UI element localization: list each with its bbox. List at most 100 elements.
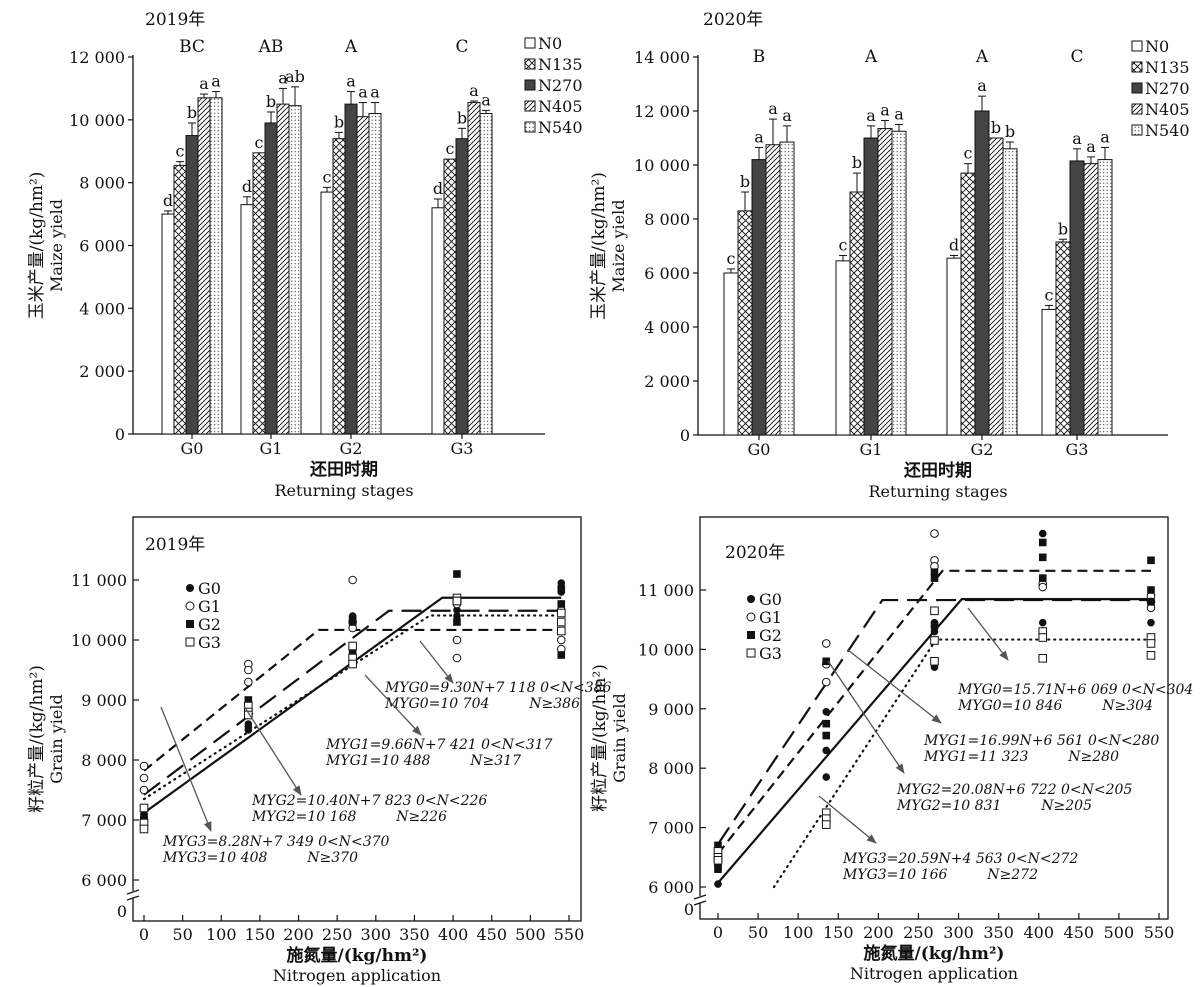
fit-equation-plateau: MYG3=10 408: [162, 850, 267, 866]
bar-N540: [779, 141, 795, 436]
fit-equation: MYG0=15.71N+6 069 0<N<304: [957, 682, 1193, 698]
y-axis-title-en: Grain yield: [47, 694, 66, 783]
data-point-G1: [452, 653, 462, 663]
bar-significance-letter: c: [964, 144, 973, 163]
x-tick-label: 400: [438, 925, 469, 944]
data-point-G1: [1038, 582, 1048, 592]
bar-N405: [467, 102, 481, 435]
bar-significance-letter: a: [1100, 127, 1110, 146]
data-point-G3: [556, 608, 566, 618]
fit-equation-plateau: MYG2=10 831: [896, 798, 1001, 814]
y-tick-label: 8 000: [644, 210, 690, 229]
fit-line-G1: [143, 609, 562, 796]
data-point-G3: [452, 596, 462, 606]
data-point-G2: [1038, 538, 1047, 547]
legend-swatch-N0: [524, 37, 536, 49]
data-point-G1: [821, 677, 831, 687]
y-tick-label: 0: [684, 900, 694, 919]
legend-label: N270: [538, 76, 583, 95]
axis-break-mark: [693, 900, 707, 906]
data-point-G0: [930, 627, 939, 636]
x-tick-label: G3: [1066, 440, 1089, 459]
y-tick-label: 10 000: [71, 631, 127, 650]
bar-significance-letter: d: [242, 177, 252, 196]
data-point-G3: [556, 617, 566, 627]
bar-significance-letter: c: [446, 139, 455, 158]
group-significance-letter: C: [1070, 47, 1083, 67]
y-axis-title-en: Grain yield: [610, 693, 629, 782]
fit-equation-plateau: MYG0=10 704: [384, 696, 489, 712]
data-point-G1: [348, 575, 357, 585]
equation-arrow: [967, 607, 1009, 661]
fit-equation-condition: N≥317: [469, 753, 521, 769]
fit-equation: MYG2=10.40N+7 823 0<N<226: [251, 793, 487, 809]
data-point-G0: [1147, 618, 1155, 627]
y-tick-label: 8 000: [79, 174, 125, 193]
bar-N0: [835, 260, 851, 436]
legend-marker-G0: [186, 584, 194, 592]
fit-equation-plateau: MYG1=11 323: [923, 749, 1028, 765]
bar-N405: [356, 116, 370, 435]
data-point-G3: [1038, 654, 1048, 663]
fit-equation: MYG1=16.99N+6 561 0<N<280: [923, 733, 1159, 749]
bar-significance-letter: b: [852, 153, 862, 172]
bar-significance-letter: b: [187, 103, 197, 122]
data-point-G2: [1147, 556, 1155, 565]
bar-N405: [276, 103, 290, 435]
data-point-G3: [348, 659, 357, 669]
bar-N270: [751, 159, 767, 436]
data-point-G2: [1147, 586, 1155, 594]
scatter-chart-2019: 2019年 6 000 7 000 8 000 9 000 10 000 11 000 00 5…: [27, 516, 612, 985]
data-point-G3: [1146, 639, 1156, 648]
data-point-G0: [714, 880, 722, 888]
x-tick-label: 300: [361, 925, 392, 944]
fit-equation-condition: N≥386: [528, 696, 580, 712]
legend-marker-G1: [185, 601, 195, 611]
legend-label: G1: [759, 608, 782, 627]
fit-equation-condition: N≥304: [1101, 698, 1153, 714]
bar-significance-letter: b: [740, 172, 750, 191]
bar-N540: [209, 97, 223, 435]
x-tick-label: G1: [260, 439, 283, 458]
bar-significance-letter: a: [1072, 129, 1082, 148]
data-point-G3: [930, 656, 939, 666]
fit-equation-plateau: MYG2=10 168: [251, 809, 356, 825]
legend-swatch-N270: [524, 79, 536, 91]
y-tick-label: 12 000: [69, 48, 125, 67]
data-point-G2: [822, 731, 831, 740]
y-tick-label: 6 000: [644, 264, 690, 283]
bar-N0: [946, 257, 962, 436]
data-point-G2: [930, 621, 939, 630]
bar-N405: [197, 97, 211, 435]
data-point-G1: [930, 529, 939, 538]
bar-significance-letter: b: [1005, 122, 1015, 141]
x-tick-label: G2: [340, 439, 363, 458]
fit-line-G0: [143, 596, 562, 814]
bar-significance-letter: b: [1058, 219, 1068, 238]
x-axis-title-cn: 还田时期: [903, 461, 972, 481]
y-tick-label: 8 000: [81, 751, 127, 770]
y-tick-label: 2 000: [79, 362, 125, 381]
x-tick-label: 0: [139, 925, 149, 944]
bar-chart-2019: 2019年 0 2 000 4 000 6 000 8 000 10 000 12 000 玉米…: [27, 10, 583, 500]
y-tick-label: 12 000: [634, 102, 690, 121]
legend-label: G3: [759, 644, 782, 663]
y-tick-label: 4 000: [644, 318, 690, 337]
fit-equation-condition: N≥370: [306, 850, 358, 866]
y-tick-label: 7 000: [81, 811, 127, 830]
data-point-G1: [244, 677, 253, 687]
bar-significance-letter: a: [782, 106, 792, 125]
bar-significance-letter: a: [370, 83, 380, 102]
legend-label: G0: [198, 579, 221, 598]
y-tick-label: 7 000: [648, 819, 694, 838]
data-point-G1: [821, 639, 831, 648]
bar-significance-letter: c: [255, 133, 264, 152]
bar-significance-letter: a: [358, 83, 368, 102]
group-significance-letter: A: [975, 47, 989, 67]
x-axis-title-en: Nitrogen application: [273, 966, 441, 985]
data-point-G0: [822, 746, 831, 755]
legend-marker-G2: [747, 631, 755, 639]
data-point-G0: [244, 720, 253, 728]
data-point-G1: [139, 761, 149, 771]
equation-arrow: [160, 706, 212, 832]
